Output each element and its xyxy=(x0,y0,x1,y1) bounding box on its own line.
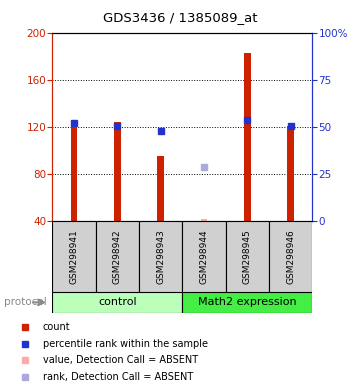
Bar xyxy=(96,221,139,292)
Text: GSM298944: GSM298944 xyxy=(200,229,208,284)
Text: protocol: protocol xyxy=(4,297,46,308)
Bar xyxy=(71,120,77,221)
Bar xyxy=(52,221,96,292)
Bar xyxy=(226,221,269,292)
Bar xyxy=(201,219,206,221)
Bar xyxy=(244,53,251,221)
Text: GSM298945: GSM298945 xyxy=(243,229,252,284)
Text: GSM298946: GSM298946 xyxy=(286,229,295,284)
Text: GSM298942: GSM298942 xyxy=(113,229,122,284)
Bar xyxy=(157,156,164,221)
Bar xyxy=(182,292,312,313)
Text: GDS3436 / 1385089_at: GDS3436 / 1385089_at xyxy=(103,11,258,24)
Text: GSM298943: GSM298943 xyxy=(156,229,165,284)
Bar xyxy=(201,220,207,221)
Text: Math2 expression: Math2 expression xyxy=(198,297,297,308)
Bar xyxy=(269,221,312,292)
Text: GSM298941: GSM298941 xyxy=(70,229,78,284)
Bar xyxy=(287,126,294,221)
Text: control: control xyxy=(98,297,136,308)
Text: rank, Detection Call = ABSENT: rank, Detection Call = ABSENT xyxy=(43,372,193,382)
Bar xyxy=(114,122,121,221)
Text: count: count xyxy=(43,322,70,332)
Text: value, Detection Call = ABSENT: value, Detection Call = ABSENT xyxy=(43,356,198,366)
Bar xyxy=(139,221,182,292)
Bar xyxy=(52,292,182,313)
Bar xyxy=(182,221,226,292)
Text: percentile rank within the sample: percentile rank within the sample xyxy=(43,339,208,349)
